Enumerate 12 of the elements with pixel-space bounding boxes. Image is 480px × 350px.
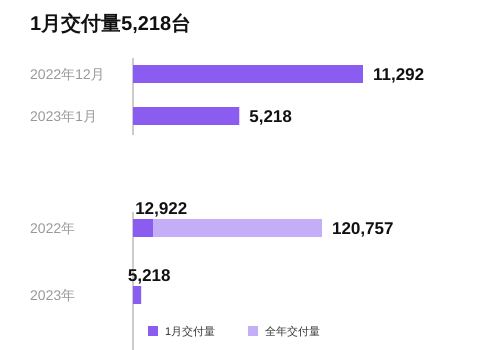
y-tick-label: 2023年 (30, 287, 76, 303)
data-label: 12,922 (135, 199, 188, 218)
data-label: 11,292 (373, 65, 424, 84)
chart-title: 1月交付量5,218台 (30, 12, 192, 35)
legend-label: 全年交付量 (265, 325, 320, 338)
legend-label: 1月交付量 (165, 325, 216, 338)
data-label: 5,218 (128, 266, 170, 285)
y-tick-label: 2023年1月 (30, 108, 97, 124)
y-tick-label: 2022年 (30, 220, 76, 236)
total-label: 120,757 (332, 219, 394, 238)
y-tick-label: 2022年12月 (30, 66, 105, 82)
data-label: 5,218 (249, 107, 292, 126)
